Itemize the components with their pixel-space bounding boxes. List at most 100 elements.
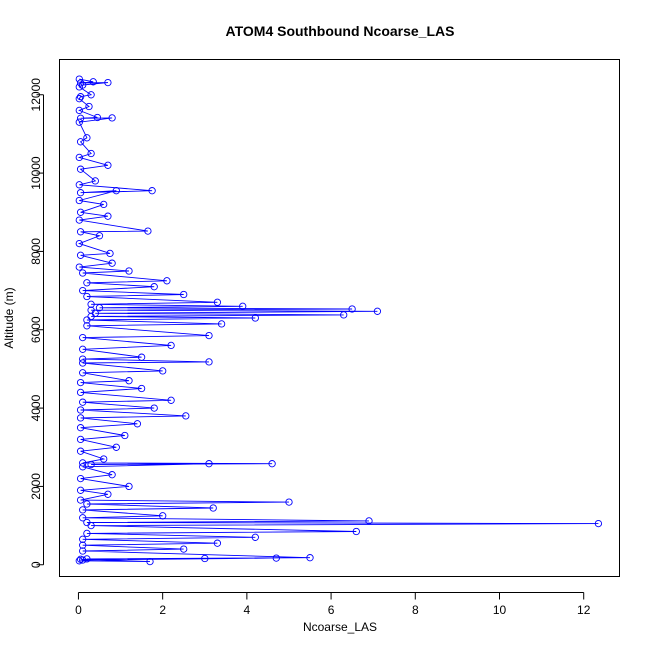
data-point <box>594 519 603 528</box>
data-point <box>75 75 83 83</box>
x-tick-label: 12 <box>577 603 591 617</box>
data-point <box>163 277 171 285</box>
data-point <box>75 263 83 271</box>
data-point <box>125 267 133 275</box>
x-tick-label: 10 <box>493 603 507 617</box>
y-tick-label: 0 <box>29 561 43 568</box>
data-point <box>104 161 112 169</box>
data-point <box>83 134 91 142</box>
data-point <box>79 359 87 367</box>
data-point <box>76 79 85 87</box>
data-point <box>205 358 213 366</box>
data-point <box>76 424 85 432</box>
x-tick-label: 0 <box>75 603 82 617</box>
data-point <box>112 187 120 195</box>
data-point <box>137 384 146 393</box>
data-point <box>150 283 158 291</box>
data-point <box>75 239 83 248</box>
data-point <box>159 367 167 375</box>
data-point <box>79 535 87 543</box>
y-axis-label: Altitude (m) <box>2 287 16 348</box>
data-point <box>79 333 87 342</box>
data-point <box>167 396 175 404</box>
data-point <box>106 249 114 258</box>
data-point <box>268 460 276 468</box>
data-point <box>251 533 259 541</box>
data-point <box>121 431 129 440</box>
data-point <box>144 227 152 235</box>
data-point <box>146 557 154 566</box>
data-point <box>89 78 97 86</box>
data-point <box>93 113 102 122</box>
data-point <box>205 460 213 468</box>
data-point <box>76 93 85 101</box>
data-point <box>104 78 112 87</box>
y-tick-label: 4000 <box>29 394 43 421</box>
data-point <box>112 443 120 451</box>
data-point <box>180 290 188 299</box>
data-point <box>76 378 85 387</box>
data-point <box>87 312 95 321</box>
data-point <box>251 314 259 322</box>
x-tick-label: 4 <box>244 603 251 617</box>
data-point <box>272 554 280 562</box>
data-point <box>205 331 213 340</box>
data-point <box>75 83 83 91</box>
plot-frame <box>59 59 620 577</box>
data-point <box>95 232 104 240</box>
data-point <box>75 118 83 126</box>
data-point <box>76 414 85 422</box>
data-point <box>75 106 83 115</box>
data-point <box>76 208 85 216</box>
data-point <box>76 189 85 197</box>
data-point <box>79 463 87 471</box>
y-tick-label: 2000 <box>29 473 43 500</box>
data-point <box>306 554 314 562</box>
data-point <box>87 149 95 158</box>
data-point <box>340 311 348 319</box>
data-point <box>348 305 356 313</box>
data-point <box>75 216 83 224</box>
series-line <box>77 78 599 563</box>
data-point <box>85 102 93 111</box>
data-point <box>79 369 87 377</box>
data-point <box>125 482 133 491</box>
data-point <box>104 212 112 220</box>
data-point <box>76 228 85 236</box>
data-point <box>79 514 87 522</box>
data-point <box>373 307 382 315</box>
data-point <box>79 506 87 514</box>
data-point <box>108 471 116 479</box>
data-point <box>285 498 293 506</box>
data-point <box>76 165 85 173</box>
y-tick-label: 12000 <box>29 78 43 112</box>
data-point <box>75 95 83 103</box>
data-point <box>83 322 91 330</box>
data-point <box>217 320 226 328</box>
data-point <box>148 187 156 195</box>
data-point <box>83 529 91 538</box>
data-point <box>100 200 108 209</box>
y-tick-label: 8000 <box>29 238 43 265</box>
chart-title: ATOM4 Southbound Ncoarse_LAS <box>226 23 455 39</box>
data-point <box>150 404 158 412</box>
data-point <box>76 435 85 444</box>
data-point <box>87 460 95 469</box>
data-point <box>76 114 85 122</box>
data-point <box>76 555 85 563</box>
data-point <box>83 316 91 324</box>
data-point <box>213 298 222 306</box>
data-point <box>95 304 104 312</box>
data-point <box>83 500 91 508</box>
data-point <box>76 447 85 455</box>
data-point <box>365 517 373 525</box>
data-point <box>87 91 95 99</box>
x-axis-label: Ncoarse_LAS <box>303 620 377 634</box>
x-tick-label: 2 <box>159 603 166 617</box>
data-point <box>239 302 247 310</box>
x-tick-label: 8 <box>412 603 419 617</box>
data-point <box>125 377 133 385</box>
data-point <box>75 557 83 565</box>
data-point <box>79 459 87 467</box>
